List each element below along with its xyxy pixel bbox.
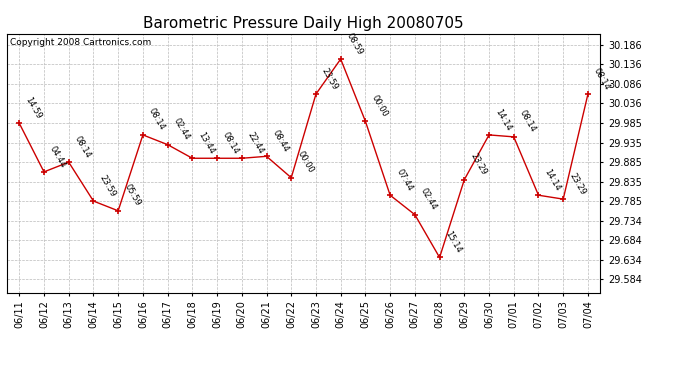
Text: 08:59: 08:59: [345, 31, 364, 56]
Text: 05:59: 05:59: [122, 183, 142, 208]
Title: Barometric Pressure Daily High 20080705: Barometric Pressure Daily High 20080705: [144, 16, 464, 31]
Text: 14:14: 14:14: [542, 167, 562, 192]
Text: 00:00: 00:00: [370, 93, 389, 118]
Text: 08:14: 08:14: [592, 66, 612, 91]
Text: 00:00: 00:00: [295, 150, 315, 175]
Text: 23:59: 23:59: [97, 173, 117, 198]
Text: 04:44: 04:44: [48, 144, 68, 169]
Text: 14:14: 14:14: [493, 107, 513, 132]
Text: 13:44: 13:44: [197, 130, 216, 156]
Text: 14:59: 14:59: [23, 95, 43, 120]
Text: 23:59: 23:59: [320, 66, 340, 91]
Text: 02:44: 02:44: [419, 187, 439, 212]
Text: 08:14: 08:14: [73, 134, 92, 159]
Text: 08:14: 08:14: [147, 107, 167, 132]
Text: 08:14: 08:14: [221, 130, 241, 156]
Text: 23:29: 23:29: [469, 152, 489, 177]
Text: 23:29: 23:29: [567, 171, 587, 196]
Text: 08:14: 08:14: [518, 109, 538, 134]
Text: Copyright 2008 Cartronics.com: Copyright 2008 Cartronics.com: [10, 38, 151, 46]
Text: 02:44: 02:44: [172, 117, 191, 142]
Text: 22:44: 22:44: [246, 130, 266, 156]
Text: 15:14: 15:14: [444, 230, 464, 255]
Text: 08:44: 08:44: [270, 128, 290, 153]
Text: 07:44: 07:44: [394, 167, 414, 192]
